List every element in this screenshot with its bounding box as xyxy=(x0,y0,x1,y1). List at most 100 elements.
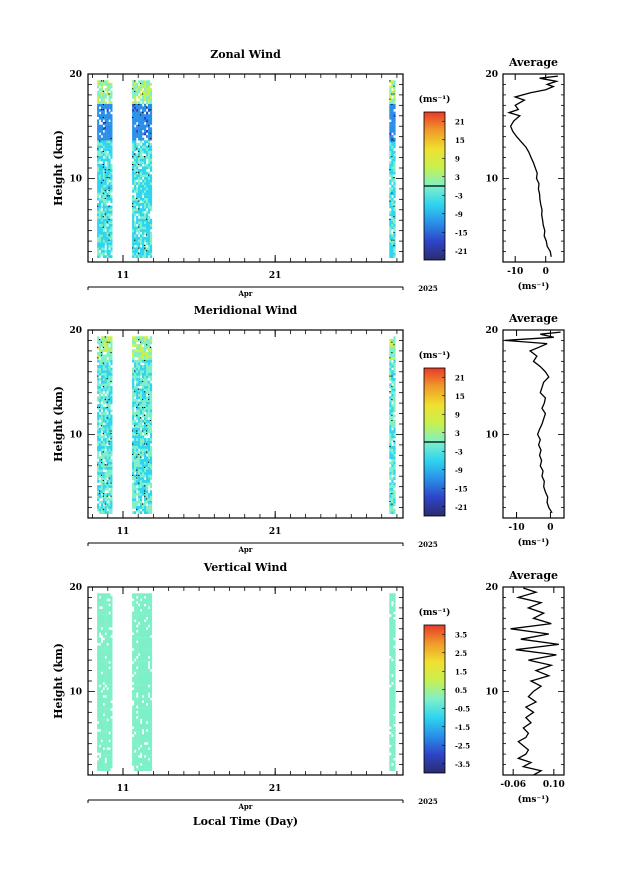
data-cell xyxy=(102,378,105,381)
data-cell xyxy=(149,601,153,604)
data-cell xyxy=(100,629,103,633)
data-cell xyxy=(97,760,100,764)
data-cell xyxy=(99,179,102,183)
data-cell xyxy=(100,90,103,94)
data-cell xyxy=(138,438,141,441)
data-cell xyxy=(132,169,135,172)
data-cell xyxy=(391,432,394,436)
data-cell xyxy=(138,474,140,476)
data-cell xyxy=(142,145,145,149)
data-cell xyxy=(100,674,103,677)
data-cell xyxy=(110,760,113,764)
data-cell xyxy=(144,393,147,397)
data-cell xyxy=(144,391,146,393)
data-cell xyxy=(104,601,107,604)
data-cell xyxy=(149,700,153,704)
data-cell xyxy=(391,171,394,175)
data-cell xyxy=(97,503,100,507)
data-cell xyxy=(138,601,141,604)
data-cell xyxy=(100,682,103,685)
data-cell xyxy=(146,469,149,473)
data-cell xyxy=(140,344,143,347)
data-cell xyxy=(140,648,143,651)
data-cell xyxy=(132,757,135,761)
data-cell xyxy=(146,734,149,738)
data-cell xyxy=(144,710,147,714)
data-cell xyxy=(142,459,145,462)
data-cell xyxy=(393,482,396,486)
data-cell xyxy=(140,642,143,646)
data-cell xyxy=(97,187,100,191)
data-cell xyxy=(104,391,107,394)
data-cell xyxy=(97,749,100,753)
data-cell xyxy=(102,485,105,488)
data-cell xyxy=(138,742,141,745)
data-cell xyxy=(144,593,147,597)
data-cell xyxy=(104,171,106,173)
data-cell xyxy=(102,140,105,144)
data-cell xyxy=(102,383,105,387)
data-cell xyxy=(138,90,141,94)
data-cell xyxy=(140,336,143,340)
data-cell xyxy=(110,218,113,222)
data-cell xyxy=(136,500,139,504)
data-cell xyxy=(100,357,103,360)
data-cell xyxy=(108,351,111,355)
data-cell xyxy=(391,723,394,727)
data-cell xyxy=(102,341,105,345)
data-cell xyxy=(136,176,139,180)
data-cell xyxy=(140,365,143,368)
data-cell xyxy=(134,451,137,454)
data-cell xyxy=(149,137,153,141)
data-cell xyxy=(391,205,394,209)
data-cell xyxy=(110,490,113,494)
data-cell xyxy=(138,338,140,341)
data-cell xyxy=(97,734,100,738)
data-cell xyxy=(148,210,151,214)
data-cell xyxy=(99,742,102,745)
data-cell xyxy=(132,419,135,423)
data-cell xyxy=(134,498,137,501)
data-cell xyxy=(146,336,149,340)
data-cell xyxy=(108,744,111,748)
colorbar-unit: (ms⁻¹) xyxy=(419,607,451,618)
data-cell xyxy=(393,666,396,670)
data-cell xyxy=(140,409,143,413)
data-cell xyxy=(102,608,105,612)
data-cell xyxy=(104,749,107,753)
data-cell xyxy=(97,655,100,659)
data-cell xyxy=(102,150,105,154)
data-cell xyxy=(104,362,107,366)
data-cell xyxy=(110,453,113,457)
data-cell xyxy=(132,90,135,94)
data-cell xyxy=(146,385,149,389)
data-cell xyxy=(142,689,145,693)
data-cell xyxy=(393,205,396,209)
data-cell xyxy=(142,744,145,748)
data-cell xyxy=(106,658,109,662)
data-cell xyxy=(100,490,103,494)
data-cell xyxy=(100,676,103,680)
data-cell xyxy=(110,210,113,214)
data-cell xyxy=(136,603,139,607)
data-cell xyxy=(97,443,100,447)
data-cell xyxy=(140,627,143,630)
data-cell xyxy=(140,472,143,475)
data-cell xyxy=(149,430,153,434)
data-cell xyxy=(148,109,151,112)
data-cell xyxy=(106,487,109,491)
data-cell xyxy=(108,632,111,636)
data-cell xyxy=(136,218,139,222)
data-cell xyxy=(144,252,147,256)
y-tick-label: 10 xyxy=(69,430,82,440)
data-cell xyxy=(136,736,139,740)
data-cell xyxy=(132,430,134,432)
data-cell xyxy=(144,614,147,617)
data-cell xyxy=(102,629,105,633)
data-cell xyxy=(149,611,153,615)
data-cell xyxy=(97,148,99,150)
data-cell xyxy=(148,385,151,389)
data-cell xyxy=(148,755,151,758)
data-cell xyxy=(134,736,137,740)
data-cell xyxy=(108,349,111,353)
